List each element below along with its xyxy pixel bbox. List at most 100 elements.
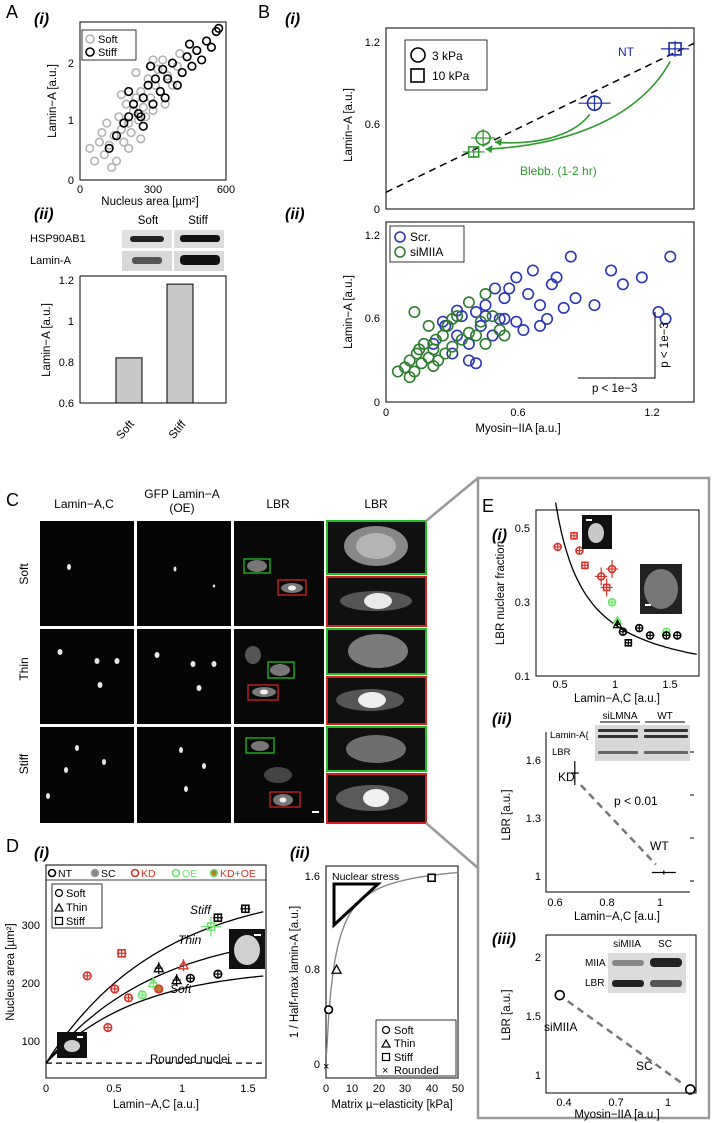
- legend-stiff: Stiff: [98, 47, 118, 59]
- legend-soft: Soft: [66, 888, 86, 900]
- x-axis-label: Nucleus area [µm²]: [101, 196, 198, 208]
- tick: 0.5: [106, 1083, 121, 1095]
- legend-thin: Thin: [66, 902, 87, 914]
- data-point-simiia: [403, 371, 416, 384]
- data-point-control: [672, 631, 682, 640]
- y-axis-label: 1 / Half-max lamin-A [a.u.]: [289, 906, 301, 1038]
- tick: 1: [535, 871, 541, 883]
- legend-soft-marker: [54, 888, 64, 898]
- data-point-soft: [185, 973, 195, 983]
- top-legend-marker: [171, 868, 181, 878]
- data-point-soft: [102, 118, 112, 128]
- data-point-soft: [141, 112, 151, 122]
- legend-10kpa-marker: [410, 68, 425, 83]
- legend-scr: Scr.: [410, 230, 431, 244]
- tick: 0.5: [515, 523, 530, 535]
- data-point-soft: [153, 64, 163, 74]
- data-point-kd: [596, 572, 606, 581]
- sublabel-Di: (i): [34, 845, 49, 862]
- tick: 1.2: [644, 407, 659, 419]
- data-point-stiff: [155, 86, 165, 97]
- x-axis-label: Matrix µ−elasticity [kPa]: [331, 1099, 452, 1111]
- top-legend-label: OE: [182, 868, 197, 880]
- data-point-control: [662, 631, 671, 640]
- B-ii-plot: Scr. siMIIA p < 1e−3 p < 1e−3 0 0.6 1.2 …: [343, 221, 695, 435]
- data-point-thin: [147, 977, 159, 988]
- data-point-stiff: [201, 36, 212, 46]
- data-point-thin: [171, 974, 183, 985]
- trend-line: [385, 42, 695, 193]
- data-point-kd: [553, 542, 563, 552]
- data-point-soft: [136, 134, 146, 144]
- data-point-scr: [498, 292, 511, 305]
- tick: 0.8: [59, 357, 74, 369]
- blot-col-wt: WT: [657, 711, 673, 722]
- data-point-simiia: [479, 337, 492, 350]
- tick: 1.2: [365, 230, 380, 242]
- data-point-soft: [167, 80, 178, 90]
- tick: 40: [426, 1083, 438, 1095]
- sublabel-Ai: (i): [34, 11, 49, 28]
- data-point-scr: [503, 282, 516, 295]
- bar-cat-stiff: Stiff: [167, 418, 189, 441]
- col-header-lamin-ac: Lamin−A,C: [54, 497, 114, 511]
- tick: 1.5: [240, 1083, 255, 1095]
- fit-curve-stiff: [45, 911, 264, 1064]
- data-point-control: [634, 623, 644, 633]
- blot-row-lamin: Lamin-A{: [550, 730, 589, 741]
- legend-soft: Soft: [98, 34, 118, 46]
- tick: 0.6: [365, 313, 380, 325]
- data-point-simiia: [413, 343, 426, 356]
- tick: 0.6: [547, 897, 562, 909]
- row-label-stiff: Stiff: [17, 753, 31, 774]
- data-point-control: [612, 619, 623, 629]
- tick: 1.6: [526, 755, 541, 767]
- tick: 50: [452, 1083, 464, 1095]
- blot-row-hsp90: HSP90AB1: [30, 233, 86, 245]
- curve-label-stiff: Stiff: [190, 903, 212, 917]
- legend-rounded-marker: ×: [382, 1065, 388, 1077]
- legend-soft: Soft: [394, 1025, 414, 1037]
- data-point-stiff: [143, 80, 153, 90]
- y-axis-label: Lamin−A [a.u.]: [41, 303, 53, 377]
- data-point-control: [618, 627, 628, 637]
- tick: 0.6: [59, 398, 74, 410]
- data-point-stiff: [187, 61, 197, 71]
- blebb-label: Blebb. (1-2 hr): [520, 164, 597, 178]
- y-axis-label: LBR [a.u.]: [501, 989, 513, 1040]
- col-header-lbr: LBR: [266, 497, 290, 511]
- data-point-kd: [607, 564, 617, 574]
- data-point-scr: [541, 312, 554, 325]
- data-point-scr: [474, 319, 487, 332]
- data-point-stiff: [184, 39, 195, 49]
- data-point-stiff: [145, 61, 156, 71]
- data-point-sc: [684, 1084, 696, 1095]
- data-point-soft: [163, 71, 173, 81]
- legend-thin-marker: [53, 902, 65, 912]
- legend-thin-marker: [380, 1038, 392, 1048]
- data-point-scr: [446, 347, 459, 360]
- x-axis-label: Myosin−IIA [a.u.]: [574, 1109, 659, 1121]
- data-point-kd: [602, 583, 611, 592]
- data-point-simiia: [415, 357, 428, 370]
- data-point-simiia: [498, 329, 511, 342]
- data-point-stiff: [138, 93, 148, 103]
- data-point-stiff: [158, 64, 168, 74]
- tick: 0: [77, 184, 83, 196]
- data-point-scr: [510, 315, 523, 328]
- tick: 200: [22, 978, 40, 990]
- tick: 600: [217, 184, 235, 196]
- blebb-arrow: [485, 61, 672, 150]
- data-point-scr: [659, 312, 672, 325]
- legend-soft-marker: [85, 34, 95, 44]
- data-point-scr: [488, 282, 501, 295]
- y-axis-label: Nucleus area [µm²]: [5, 923, 17, 1020]
- row-label-soft: Soft: [17, 563, 31, 585]
- tick: 30: [399, 1083, 411, 1095]
- tick: 1.3: [526, 813, 541, 825]
- data-point-kd: [570, 532, 578, 540]
- data-point-simiia: [439, 347, 452, 360]
- data-point-soft: [107, 162, 117, 172]
- data-point-soft: [111, 156, 122, 166]
- top-legend-marker: [130, 868, 140, 878]
